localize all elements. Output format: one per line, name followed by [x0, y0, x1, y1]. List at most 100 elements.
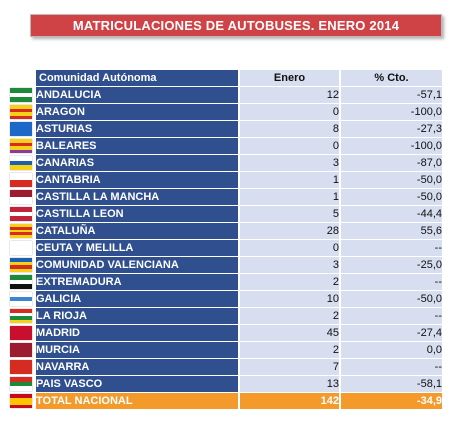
table-row: CANTABRIA 1 -50,0 [8, 172, 442, 189]
table-row: NAVARRA 7 -- [8, 359, 442, 376]
region-change: -87,0 [341, 155, 442, 172]
table-row: COMUNIDAD VALENCIANA 3 -25,0 [8, 257, 442, 274]
region-count: 2 [240, 342, 341, 359]
region-change: -50,0 [341, 172, 442, 189]
spain-flag-icon [10, 394, 32, 408]
region-count: 1 [240, 172, 341, 189]
region-change: -44,4 [341, 206, 442, 223]
region-count: 13 [240, 376, 341, 393]
aragon-flag-icon [10, 105, 32, 119]
cataluna-flag-icon [10, 224, 32, 238]
table-row: EXTREMADURA 2 -- [8, 274, 442, 291]
region-change: 0,0 [341, 342, 442, 359]
region-name: CANARIAS [36, 155, 240, 172]
baleares-flag-icon [10, 139, 32, 153]
asturias-flag-icon [10, 122, 32, 136]
madrid-flag-icon [10, 326, 32, 340]
region-name: ANDALUCIA [36, 87, 240, 104]
region-change: -50,0 [341, 189, 442, 206]
table-row: ANDALUCIA 12 -57,1 [8, 87, 442, 104]
column-header-region: Comunidad Autónoma [36, 70, 240, 87]
region-name: CASTILLA LEON [36, 206, 240, 223]
region-count: 0 [240, 240, 341, 257]
region-name: ASTURIAS [36, 121, 240, 138]
report-title: MATRICULACIONES DE AUTOBUSES. ENERO 2014 [30, 14, 442, 37]
extremadura-flag-icon [10, 275, 32, 289]
column-header-count: Enero [240, 70, 341, 87]
region-change: -58,1 [341, 376, 442, 393]
region-name: MURCIA [36, 342, 240, 359]
table-row: CASTILLA LEON 5 -44,4 [8, 206, 442, 223]
region-change: -100,0 [341, 138, 442, 155]
region-change: -- [341, 359, 442, 376]
region-count: 5 [240, 206, 341, 223]
murcia-flag-icon [10, 343, 32, 357]
region-change: -27,3 [341, 121, 442, 138]
galicia-flag-icon [10, 292, 32, 306]
region-count: 45 [240, 325, 341, 342]
region-change: -25,0 [341, 257, 442, 274]
region-name: EXTREMADURA [36, 274, 240, 291]
region-count: 1 [240, 189, 341, 206]
region-name: CASTILLA LA MANCHA [36, 189, 240, 206]
region-change: -27,4 [341, 325, 442, 342]
region-change: -100,0 [341, 104, 442, 121]
column-header-change: % Cto. [341, 70, 442, 87]
total-count: 142 [240, 393, 341, 410]
canarias-flag-icon [10, 156, 32, 170]
ceuta-melilla-flag-icon [10, 241, 32, 255]
region-count: 7 [240, 359, 341, 376]
table-row: CEUTA Y MELILLA 0 -- [8, 240, 442, 257]
region-count: 3 [240, 155, 341, 172]
region-count: 12 [240, 87, 341, 104]
region-name: PAIS VASCO [36, 376, 240, 393]
region-count: 3 [240, 257, 341, 274]
table-row: MADRID 45 -27,4 [8, 325, 442, 342]
region-count: 10 [240, 291, 341, 308]
navarra-flag-icon [10, 360, 32, 374]
region-count: 28 [240, 223, 341, 240]
region-name: CATALUÑA [36, 223, 240, 240]
region-count: 2 [240, 274, 341, 291]
table-row: MURCIA 2 0,0 [8, 342, 442, 359]
table-row: ASTURIAS 8 -27,3 [8, 121, 442, 138]
region-change: -- [341, 308, 442, 325]
table-row: CANARIAS 3 -87,0 [8, 155, 442, 172]
region-change: -- [341, 240, 442, 257]
region-change: 55,6 [341, 223, 442, 240]
table-row: PAIS VASCO 13 -58,1 [8, 376, 442, 393]
region-name: ARAGON [36, 104, 240, 121]
region-change: -57,1 [341, 87, 442, 104]
region-name: COMUNIDAD VALENCIANA [36, 257, 240, 274]
flag-header-cell [8, 70, 36, 87]
registrations-table: Comunidad Autónoma Enero % Cto. ANDALUCI… [8, 70, 442, 410]
table-row: CATALUÑA 28 55,6 [8, 223, 442, 240]
region-change: -50,0 [341, 291, 442, 308]
region-name: CEUTA Y MELILLA [36, 240, 240, 257]
region-count: 8 [240, 121, 341, 138]
region-count: 0 [240, 104, 341, 121]
castilla-leon-flag-icon [10, 207, 32, 221]
total-label: TOTAL NACIONAL [36, 393, 240, 410]
cantabria-flag-icon [10, 173, 32, 187]
region-name: LA RIOJA [36, 308, 240, 325]
table-row: CASTILLA LA MANCHA 1 -50,0 [8, 189, 442, 206]
total-change: -34,9 [341, 393, 442, 410]
table-row: GALICIA 10 -50,0 [8, 291, 442, 308]
region-change: -- [341, 274, 442, 291]
region-count: 2 [240, 308, 341, 325]
region-name: NAVARRA [36, 359, 240, 376]
valencia-flag-icon [10, 258, 32, 272]
table-row: ARAGON 0 -100,0 [8, 104, 442, 121]
region-name: MADRID [36, 325, 240, 342]
total-row: TOTAL NACIONAL 142 -34,9 [8, 393, 442, 410]
table-header-row: Comunidad Autónoma Enero % Cto. [8, 70, 442, 87]
region-count: 0 [240, 138, 341, 155]
table-row: LA RIOJA 2 -- [8, 308, 442, 325]
region-name: GALICIA [36, 291, 240, 308]
region-name: CANTABRIA [36, 172, 240, 189]
la-rioja-flag-icon [10, 309, 32, 323]
castilla-la-mancha-flag-icon [10, 190, 32, 204]
table-row: BALEARES 0 -100,0 [8, 138, 442, 155]
